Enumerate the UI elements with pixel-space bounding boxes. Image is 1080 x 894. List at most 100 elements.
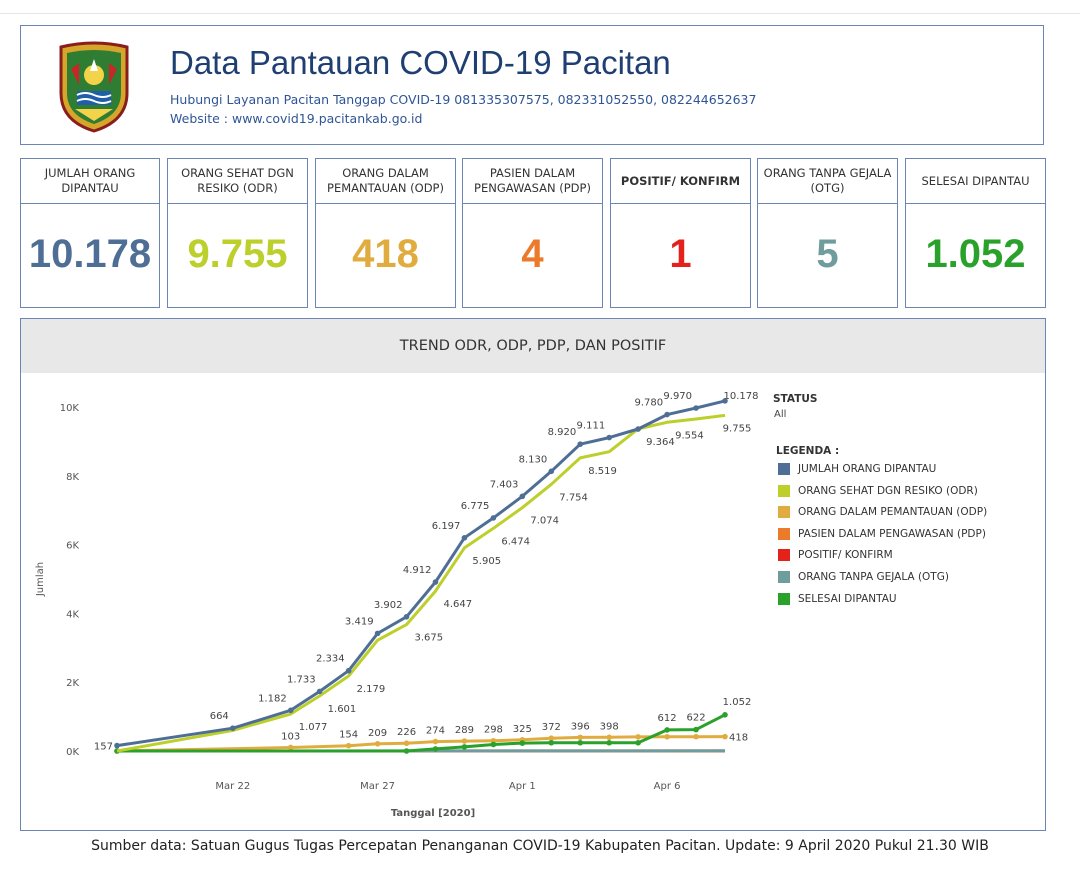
data-label: 664 — [210, 711, 229, 722]
data-label: 372 — [542, 722, 561, 733]
data-label: 418 — [729, 733, 748, 744]
data-label: 612 — [658, 713, 677, 724]
kpi-card-pdp: PASIEN DALAM PENGAWASAN (PDP) 4 — [462, 158, 603, 308]
y-tick-label: 2K — [66, 678, 79, 689]
kpi-label: ORANG DALAM PEMANTAUAN (ODP) — [316, 159, 455, 204]
legend-title: LEGENDA : — [776, 445, 840, 457]
data-point — [403, 613, 410, 620]
legend-item[interactable]: PASIEN DALAM PENGAWASAN (PDP) — [778, 527, 986, 540]
data-point — [548, 468, 555, 475]
data-label: 9.554 — [675, 430, 704, 441]
data-label: 6.775 — [461, 501, 490, 512]
data-point — [664, 733, 670, 740]
legend-item[interactable]: ORANG SEHAT DGN RESIKO (ODR) — [778, 484, 978, 497]
data-label: 4.912 — [403, 565, 432, 576]
kpi-label: PASIEN DALAM PENGAWASAN (PDP) — [463, 159, 602, 204]
legend-item[interactable]: POSITIF/ KONFIRM — [778, 549, 893, 562]
data-point — [635, 739, 641, 746]
data-point — [635, 734, 641, 740]
data-label: 1.052 — [723, 697, 752, 708]
data-label: 9.755 — [723, 423, 752, 434]
data-label: 396 — [571, 721, 590, 732]
legend-label: SELESAI DIPANTAU — [798, 592, 897, 605]
y-tick-label: 6K — [66, 541, 79, 552]
data-point — [519, 740, 526, 746]
data-point — [461, 535, 468, 541]
x-tick-label: Apr 6 — [654, 781, 681, 792]
kpi-card-selesai: SELESAI DIPANTAU 1.052 — [905, 158, 1046, 308]
kpi-card-odp: ORANG DALAM PEMANTAUAN (ODP) 418 — [315, 158, 456, 308]
top-divider — [0, 13, 1080, 14]
data-point — [519, 493, 526, 500]
data-point — [577, 739, 584, 746]
legend-label: POSITIF/ KONFIRM — [798, 549, 893, 562]
data-label: 274 — [426, 726, 445, 737]
data-point — [664, 411, 670, 418]
data-label: 289 — [455, 725, 474, 736]
data-point — [693, 733, 699, 740]
kpi-card-positif: POSITIF/ KONFIRM 1 — [610, 158, 751, 308]
data-label: 209 — [368, 728, 387, 739]
page-title: Data Pantauan COVID-19 Pacitan — [170, 44, 671, 81]
kpi-label: SELESAI DIPANTAU — [906, 159, 1045, 204]
data-point — [635, 426, 641, 432]
data-label: 3.902 — [374, 600, 403, 611]
data-label: 7.403 — [490, 479, 519, 490]
y-tick-label: 0K — [66, 747, 79, 758]
data-point — [548, 735, 555, 742]
data-label: 8.519 — [588, 466, 617, 477]
status-filter-value[interactable]: All — [774, 409, 787, 420]
trend-line-chart: 0K 2K 4K 6K 8K 10K Mar 22 Mar 27 Apr 1 Apr 6 Tangg… — [35, 391, 759, 819]
kpi-card-jumlah-dipantau: JUMLAH ORANG DIPANTAU 10.178 — [20, 158, 160, 308]
legend-item[interactable]: JUMLAH ORANG DIPANTAU — [778, 463, 936, 475]
kpi-card-otg: ORANG TANPA GEJALA (OTG) 5 — [757, 158, 898, 308]
data-label: 622 — [687, 713, 706, 724]
data-label: 9.364 — [646, 437, 675, 448]
source-footer: Sumber data: Satuan Gugus Tugas Percepat… — [91, 838, 989, 854]
legend-item[interactable]: SELESAI DIPANTAU — [778, 592, 897, 605]
data-point — [403, 740, 410, 747]
website-text: Website : www.covid19.pacitankab.go.id — [170, 111, 423, 126]
data-point — [287, 744, 294, 751]
legend-swatch — [778, 549, 790, 562]
y-tick-label: 8K — [66, 472, 79, 483]
data-label: 9.970 — [663, 391, 692, 402]
data-point — [606, 739, 612, 746]
data-label: 6.197 — [432, 521, 461, 532]
data-point — [374, 630, 381, 637]
data-label: 7.074 — [530, 516, 559, 527]
data-label: 5.905 — [472, 556, 501, 567]
x-tick-label: Mar 22 — [215, 781, 250, 792]
data-point — [722, 733, 728, 740]
data-label: 10.178 — [724, 391, 759, 402]
data-point — [548, 739, 555, 746]
data-label: 398 — [600, 721, 619, 732]
data-point — [693, 405, 699, 411]
data-label: 3.675 — [415, 633, 444, 644]
data-label: 3.419 — [345, 616, 374, 627]
data-label: 8.920 — [548, 427, 577, 438]
legend-swatch — [778, 592, 790, 605]
data-label: 103 — [281, 731, 300, 742]
data-label: 226 — [397, 727, 416, 738]
data-point — [577, 734, 584, 741]
data-point — [403, 748, 410, 754]
kpi-label: JUMLAH ORANG DIPANTAU — [21, 159, 159, 204]
kpi-label: POSITIF/ KONFIRM — [611, 159, 750, 204]
legend-swatch — [778, 506, 790, 519]
legend-item[interactable]: ORANG DALAM PEMANTAUAN (ODP) — [778, 506, 987, 519]
y-axis-label: Jumlah — [35, 562, 46, 597]
y-tick-label: 4K — [66, 609, 79, 620]
kpi-card-odr: ORANG SEHAT DGN RESIKO (ODR) 9.755 — [167, 158, 308, 308]
legend-label: ORANG TANPA GEJALA (OTG) — [798, 571, 949, 583]
legend-label: PASIEN DALAM PENGAWASAN (PDP) — [798, 527, 986, 540]
legend-item[interactable]: ORANG TANPA GEJALA (OTG) — [778, 571, 949, 583]
data-label: 9.111 — [577, 421, 606, 432]
data-label: 1.601 — [328, 704, 357, 715]
data-label: 4.647 — [443, 599, 472, 610]
data-point — [693, 726, 699, 733]
data-point — [432, 738, 439, 745]
data-label: 8.130 — [519, 454, 548, 465]
data-point — [664, 727, 670, 733]
data-point — [577, 441, 584, 447]
